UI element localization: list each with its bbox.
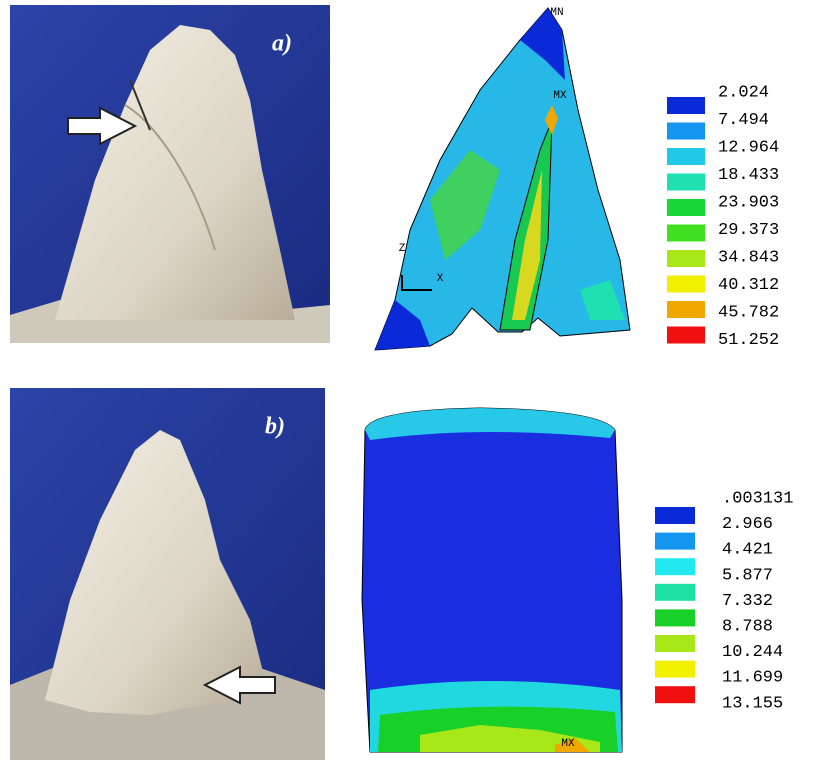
legend-swatch [667,123,705,140]
legend-label: 10.244 [722,643,783,662]
max-marker: MX [561,738,575,750]
legend-label: 2.024 [718,83,769,102]
legend-swatch [655,584,695,601]
legend-swatch [655,507,695,524]
max-marker: MX [553,90,567,102]
legend-swatch [667,97,705,114]
figure-canvas: a) MN MX Z X b) MX 2.024 7.494 12.964 18.43… [0,0,815,760]
legend-label: 29.373 [718,221,779,240]
legend-label: 4.421 [722,541,773,560]
legend-swatch [655,558,695,575]
legend-label: 23.903 [718,193,779,212]
legend-swatch [655,686,695,703]
legend-swatch [667,148,705,165]
legend-swatch [667,250,705,267]
legend-label: 8.788 [722,617,773,636]
fea-model-b [362,408,622,752]
legend-label: 40.312 [718,276,779,295]
legend-label: 34.843 [718,248,779,267]
legend-label: 2.966 [722,515,773,534]
legend-swatch [667,174,705,191]
legend-swatch [655,661,695,678]
panel-label: b) [265,414,285,440]
legend-swatch [667,276,705,293]
legend-label: 11.699 [722,669,783,688]
legend-swatch [655,609,695,626]
legend-label: 13.155 [722,694,783,713]
legend-label: 51.252 [718,331,779,350]
photo-b [10,388,325,760]
figure: a) MN MX Z X b) MX 2.024 7.494 12.964 18.43… [0,0,815,760]
min-marker: MN [550,7,563,19]
legend-swatch [655,533,695,550]
legend-label: 12.964 [718,138,779,157]
legend-label: 18.433 [718,166,779,185]
legend-swatch [667,225,705,242]
legend-label: 7.332 [722,592,773,611]
legend-swatch [655,635,695,652]
panel-label: a) [272,31,292,57]
fea-model-a [375,8,630,350]
legend-swatch [667,199,705,216]
legend-label: 45.782 [718,303,779,322]
legend-label: 5.877 [722,566,773,585]
axis-label: X [437,273,444,285]
legend-swatch [667,301,705,318]
legend-swatch [667,327,705,344]
axis-label: Z [399,243,406,255]
legend-label: .003131 [722,489,793,508]
legend-label: 7.494 [718,111,769,130]
